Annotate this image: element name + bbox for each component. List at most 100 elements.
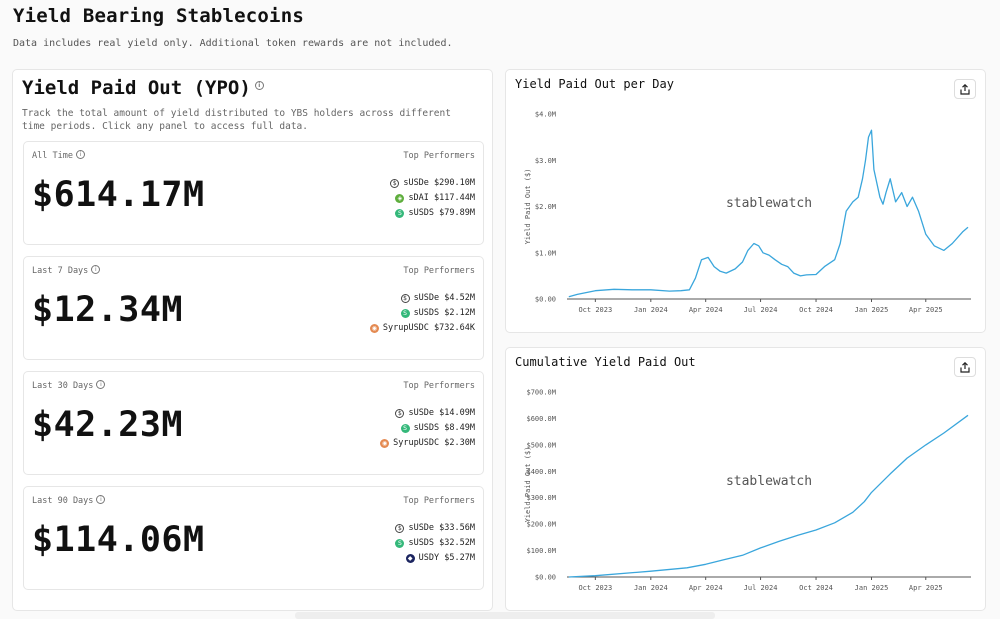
x-tick-label: Oct 2024 <box>799 306 833 314</box>
ypo-title: Yield Paid Out (YPO) <box>22 77 251 99</box>
chart-title: Yield Paid Out per Day <box>515 77 674 91</box>
x-tick-label: Jan 2025 <box>855 584 889 592</box>
performer-name: sUSDe <box>408 523 435 533</box>
share-button[interactable] <box>954 357 976 377</box>
performer-name: SyrupUSDC <box>382 323 429 333</box>
susds-coin-icon: S <box>400 423 410 433</box>
susde-coin-icon: $ <box>395 408 405 418</box>
watermark-text: stablewatch <box>726 474 812 489</box>
period-panel[interactable]: Last 90 Days i Top Performers $114.06M $ sUSD… <box>23 486 484 590</box>
performer-name: sUSDe <box>408 408 435 418</box>
performer-amount: $2.30M <box>444 438 475 448</box>
susds-coin-icon: S <box>400 308 410 318</box>
top-performer-item: $ sUSDe $33.56M <box>395 522 475 534</box>
info-icon[interactable]: i <box>96 495 106 504</box>
period-label: All Time i <box>32 150 85 161</box>
info-icon[interactable]: i <box>91 265 101 274</box>
period-panel[interactable]: Last 30 Days i Top Performers $42.23M $ sUSDe… <box>23 371 484 475</box>
share-icon <box>960 361 970 373</box>
performer-amount: $32.52M <box>439 538 475 548</box>
top-performer-item: $ sUSDe $14.09M <box>395 407 475 419</box>
performer-name: sUSDe <box>413 293 440 303</box>
x-tick-label: Apr 2025 <box>909 584 943 592</box>
x-tick-label: Jul 2024 <box>744 584 778 592</box>
period-label: Last 90 Days i <box>32 495 106 506</box>
susds-coin-icon: S <box>395 538 405 548</box>
top-performer-item: $ sUSDe $4.52M <box>400 292 475 304</box>
ypo-description: Track the total amount of yield distribu… <box>22 108 451 132</box>
ypo-heading: Yield Paid Out (YPO) i <box>22 77 264 99</box>
susde-coin-icon: $ <box>395 523 405 533</box>
performer-name: sUSDS <box>413 423 440 433</box>
period-label-text: All Time <box>32 151 73 161</box>
period-label-text: Last 7 Days <box>32 266 89 276</box>
performer-amount: $2.12M <box>444 308 475 318</box>
top-performer-item: ◈ sDAI $117.44M <box>395 192 475 204</box>
performer-amount: $5.27M <box>444 553 475 563</box>
y-tick-label: $3.0M <box>535 157 556 165</box>
performer-amount: $4.52M <box>444 293 475 303</box>
y-tick-label: $200.0M <box>526 521 556 529</box>
yield-paid-out-card: Yield Paid Out (YPO) i Track the total am… <box>12 69 493 611</box>
x-tick-label: Jan 2025 <box>855 306 889 314</box>
period-panel[interactable]: Last 7 Days i Top Performers $12.34M $ sUSDe … <box>23 256 484 360</box>
performer-amount: $33.56M <box>439 523 475 533</box>
sdai-coin-icon: ◈ <box>395 193 405 203</box>
info-icon[interactable]: i <box>75 150 85 159</box>
top-performer-item: ◉ SyrupUSDC $2.30M <box>380 437 475 449</box>
top-performers-label: Top Performers <box>403 381 475 391</box>
y-tick-label: $4.0M <box>535 111 556 119</box>
period-panel[interactable]: All Time i Top Performers $614.17M $ sUSDe $2… <box>23 141 484 245</box>
period-label-text: Last 30 Days <box>32 381 94 391</box>
share-button[interactable] <box>954 79 976 99</box>
period-label-text: Last 90 Days <box>32 496 94 506</box>
yield-value: $614.17M <box>32 175 205 215</box>
performer-amount: $8.49M <box>444 423 475 433</box>
performer-amount: $290.10M <box>434 178 475 188</box>
top-performer-item: $ sUSDe $290.10M <box>390 177 475 189</box>
y-tick-label: $600.0M <box>526 415 556 423</box>
x-tick-label: Apr 2024 <box>689 306 723 314</box>
performer-name: sUSDe <box>403 178 429 188</box>
watermark-text: stablewatch <box>726 196 812 211</box>
page-subtitle: Data includes real yield only. Additiona… <box>13 38 453 49</box>
x-tick-label: Jan 2024 <box>634 584 668 592</box>
x-tick-label: Apr 2025 <box>909 306 943 314</box>
top-performer-item: ◉ SyrupUSDC $732.64K <box>369 322 475 334</box>
x-tick-label: Jul 2024 <box>744 306 778 314</box>
x-tick-label: Oct 2023 <box>578 306 612 314</box>
performer-name: sUSDS <box>413 308 440 318</box>
info-icon[interactable]: i <box>96 380 106 389</box>
y-axis-label: Yield Paid Out ($) <box>524 169 532 245</box>
performer-name: sDAI <box>408 193 429 203</box>
y-tick-label: $1.0M <box>535 249 556 257</box>
x-tick-label: Oct 2023 <box>578 584 612 592</box>
performer-name: SyrupUSDC <box>393 438 440 448</box>
top-performer-item: ◆ USDY $5.27M <box>405 552 475 564</box>
info-icon[interactable]: i <box>254 81 264 90</box>
cumulative-yield-chart-card: Cumulative Yield Paid Out $0.00 $100.0M $2… <box>505 347 986 611</box>
series-line <box>568 414 969 578</box>
x-tick-label: Oct 2024 <box>799 584 833 592</box>
x-tick-label: Apr 2024 <box>689 584 723 592</box>
period-label: Last 7 Days i <box>32 265 101 276</box>
performer-name: sUSDS <box>408 538 435 548</box>
y-tick-label: $2.0M <box>535 203 556 211</box>
syrup-coin-icon: ◉ <box>369 323 379 333</box>
horizontal-scrollbar[interactable] <box>295 612 715 619</box>
usdy-coin-icon: ◆ <box>405 553 415 563</box>
y-tick-label: $400.0M <box>526 468 556 476</box>
susde-coin-icon: $ <box>390 178 400 188</box>
series-line <box>568 129 969 298</box>
cumulative-yield-chart: $0.00 $100.0M $200.0M $300.0M $400.0M $500.0M… <box>524 389 971 592</box>
y-axis-label: Yield Paid Out ($) <box>524 447 532 523</box>
performer-amount: $732.64K <box>434 323 475 333</box>
y-tick-label: $700.0M <box>526 389 556 397</box>
performer-amount: $79.89M <box>439 208 475 218</box>
